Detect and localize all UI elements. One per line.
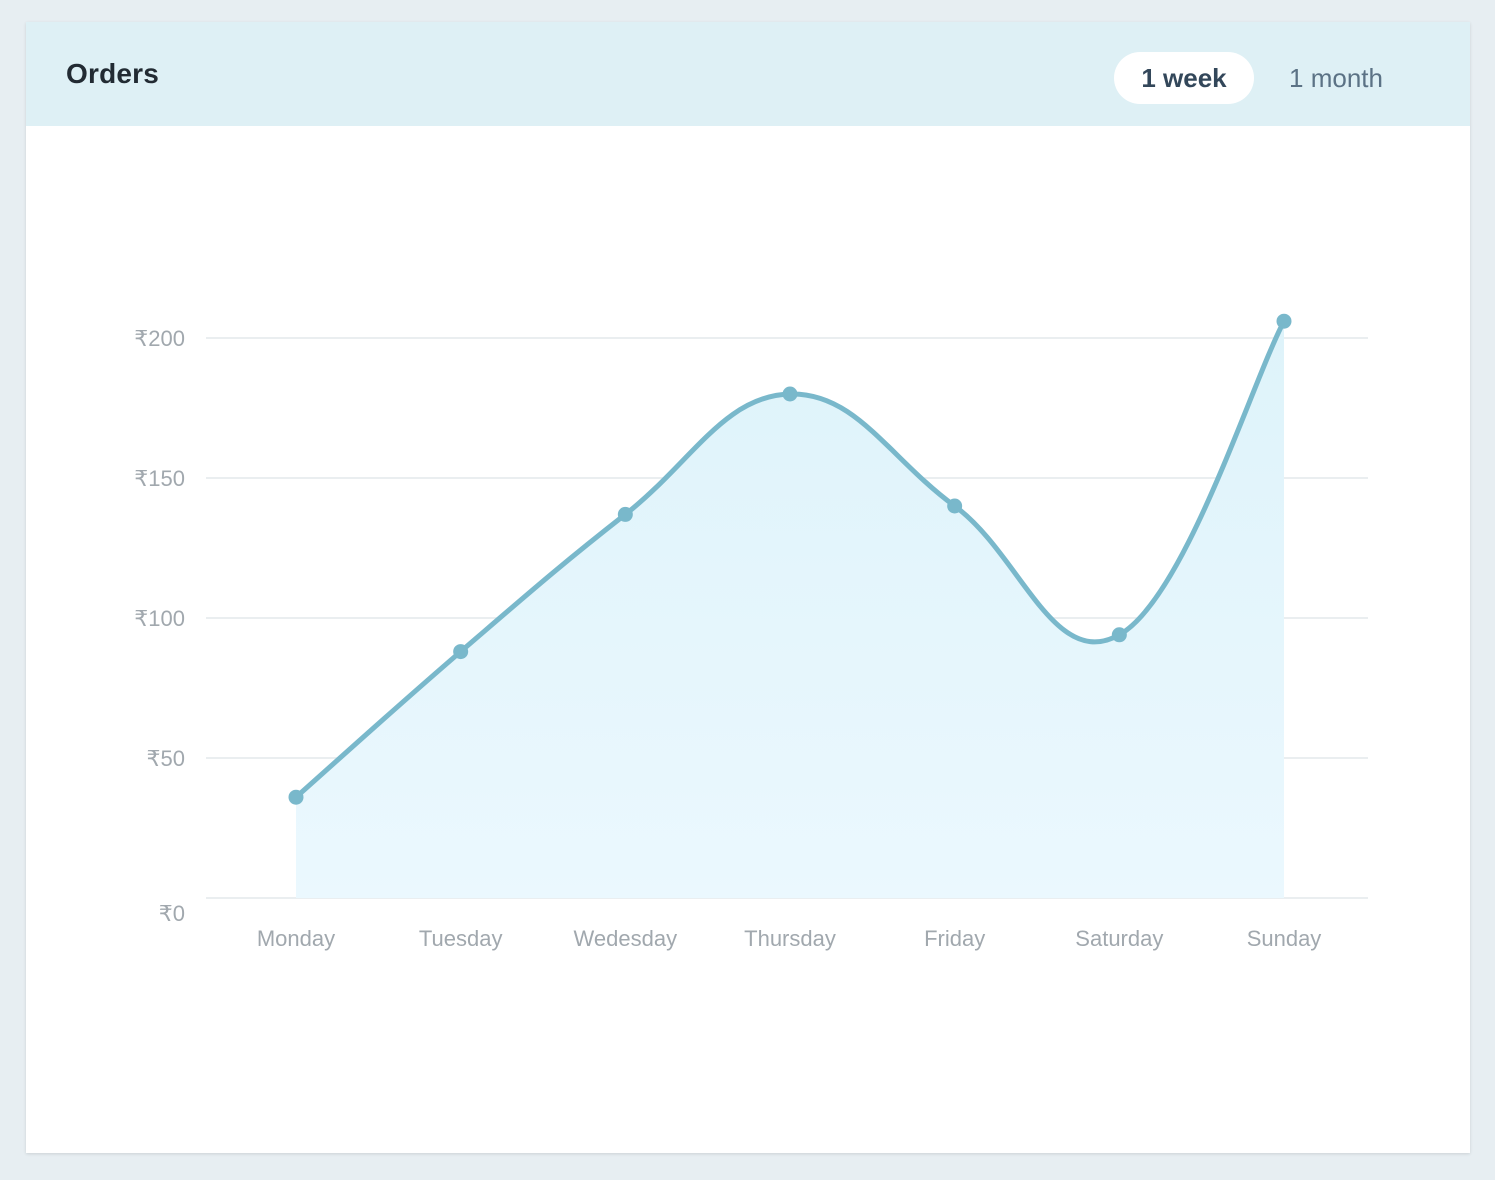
data-point <box>453 644 469 660</box>
data-points <box>288 313 1292 805</box>
x-tick-label: Tuesday <box>419 926 503 951</box>
x-tick-label: Monday <box>257 926 335 951</box>
y-tick-label: ₹50 <box>147 746 185 771</box>
data-point <box>1111 627 1127 643</box>
y-tick-label: ₹200 <box>134 326 185 351</box>
x-tick-label: Friday <box>924 926 985 951</box>
data-point <box>947 498 963 514</box>
y-tick-label: ₹100 <box>134 606 185 631</box>
card-header: Orders 1 week 1 month <box>26 22 1470 126</box>
x-tick-label: Sunday <box>1247 926 1322 951</box>
data-point <box>288 789 304 805</box>
range-1-month-button[interactable]: 1 month <box>1289 63 1383 93</box>
x-tick-label: Thursday <box>744 926 836 951</box>
y-tick-label: ₹150 <box>134 466 185 491</box>
y-axis-ticks: ₹0 ₹50 ₹100 ₹150 ₹200 <box>134 326 185 926</box>
card-title: Orders <box>66 58 160 89</box>
data-point <box>617 506 633 522</box>
x-tick-label: Wedesday <box>574 926 678 951</box>
range-1-week-button[interactable]: 1 week <box>1114 52 1254 104</box>
series-area <box>296 321 1284 898</box>
data-point <box>1276 313 1292 329</box>
y-tick-label: ₹0 <box>159 901 185 926</box>
x-tick-label: Saturday <box>1075 926 1163 951</box>
data-point <box>782 386 798 402</box>
x-axis-ticks: Monday Tuesday Wedesday Thursday Friday Satur… <box>257 926 1321 951</box>
